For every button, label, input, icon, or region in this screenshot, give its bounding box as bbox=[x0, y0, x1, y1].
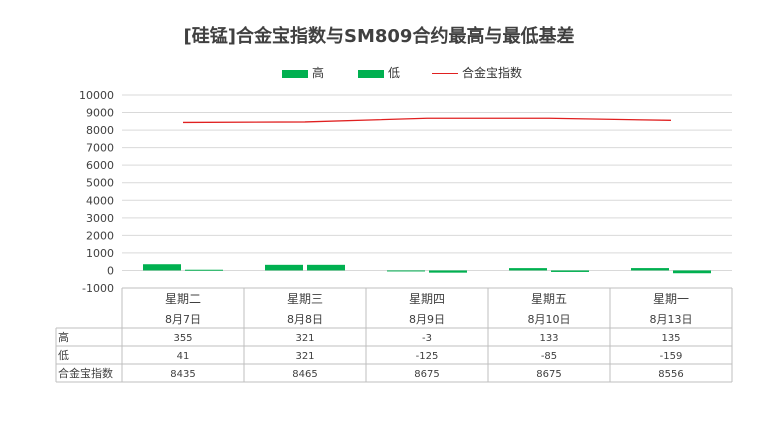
legend-swatch-high bbox=[282, 69, 308, 78]
bar-high bbox=[509, 268, 547, 271]
y-tick-label: 4000 bbox=[86, 194, 114, 207]
y-tick-label: 6000 bbox=[86, 159, 114, 172]
legend-swatch-index bbox=[432, 73, 458, 74]
bar-low bbox=[551, 270, 589, 272]
y-tick-label: 10000 bbox=[79, 89, 114, 102]
table-cell: -85 bbox=[541, 351, 557, 362]
table-cell: 135 bbox=[661, 333, 680, 344]
table-cell: -125 bbox=[416, 351, 439, 362]
bar-high bbox=[631, 268, 669, 271]
legend-label-high: 高 bbox=[312, 66, 325, 80]
table-row-label: 高 bbox=[58, 330, 69, 344]
legend-label-low: 低 bbox=[388, 66, 401, 80]
table-row-label: 低 bbox=[58, 349, 69, 362]
y-tick-label: 8000 bbox=[86, 124, 114, 137]
x-tick-weekday: 星期二 bbox=[165, 292, 201, 306]
x-tick-date: 8月13日 bbox=[650, 313, 693, 326]
y-tick-label: 1000 bbox=[86, 247, 114, 260]
bar-low bbox=[185, 269, 223, 271]
x-tick-weekday: 星期三 bbox=[287, 292, 323, 306]
x-tick-weekday: 星期一 bbox=[653, 292, 689, 306]
table-cell: 321 bbox=[295, 351, 314, 362]
x-tick-weekday: 星期四 bbox=[409, 292, 445, 306]
bar-high bbox=[265, 264, 303, 271]
legend-item-high: 高 bbox=[282, 64, 324, 81]
table-cell: 133 bbox=[539, 333, 558, 344]
x-tick-date: 8月8日 bbox=[287, 313, 323, 326]
table-cell: 8465 bbox=[292, 369, 317, 380]
bar-low bbox=[429, 270, 467, 273]
x-tick-date: 8月9日 bbox=[409, 313, 445, 326]
x-tick-date: 8月7日 bbox=[165, 313, 201, 326]
bar-low bbox=[673, 270, 711, 274]
x-tick-weekday: 星期五 bbox=[531, 292, 567, 306]
legend-swatch-low bbox=[358, 69, 384, 78]
y-tick-label: 0 bbox=[107, 264, 114, 277]
table-cell: 355 bbox=[173, 333, 192, 344]
table-cell: 321 bbox=[295, 333, 314, 344]
table-cell: 8675 bbox=[414, 369, 439, 380]
table-cell: 41 bbox=[177, 351, 190, 362]
y-tick-label: 5000 bbox=[86, 177, 114, 190]
y-tick-label: 7000 bbox=[86, 142, 114, 155]
legend-label-index: 合金宝指数 bbox=[462, 66, 523, 80]
legend-item-low: 低 bbox=[358, 64, 400, 81]
legend-item-index: 合金宝指数 bbox=[432, 64, 522, 81]
table-cell: -3 bbox=[422, 333, 432, 344]
bar-low bbox=[307, 264, 345, 271]
series-line-index bbox=[182, 117, 672, 124]
bar-high bbox=[143, 264, 181, 271]
table-cell: -159 bbox=[660, 351, 683, 362]
y-tick-label: -1000 bbox=[82, 282, 114, 295]
y-tick-label: 9000 bbox=[86, 107, 114, 120]
x-tick-date: 8月10日 bbox=[528, 313, 571, 326]
y-tick-label: 2000 bbox=[86, 229, 114, 242]
table-cell: 8435 bbox=[170, 369, 195, 380]
table-row-label: 合金宝指数 bbox=[58, 366, 113, 380]
chart-title: [硅锰]合金宝指数与SM809合约最高与最低基差 bbox=[183, 26, 575, 47]
table-cell: 8675 bbox=[536, 369, 561, 380]
bar-high bbox=[387, 270, 425, 272]
y-tick-label: 3000 bbox=[86, 212, 114, 225]
table-cell: 8556 bbox=[658, 369, 683, 380]
